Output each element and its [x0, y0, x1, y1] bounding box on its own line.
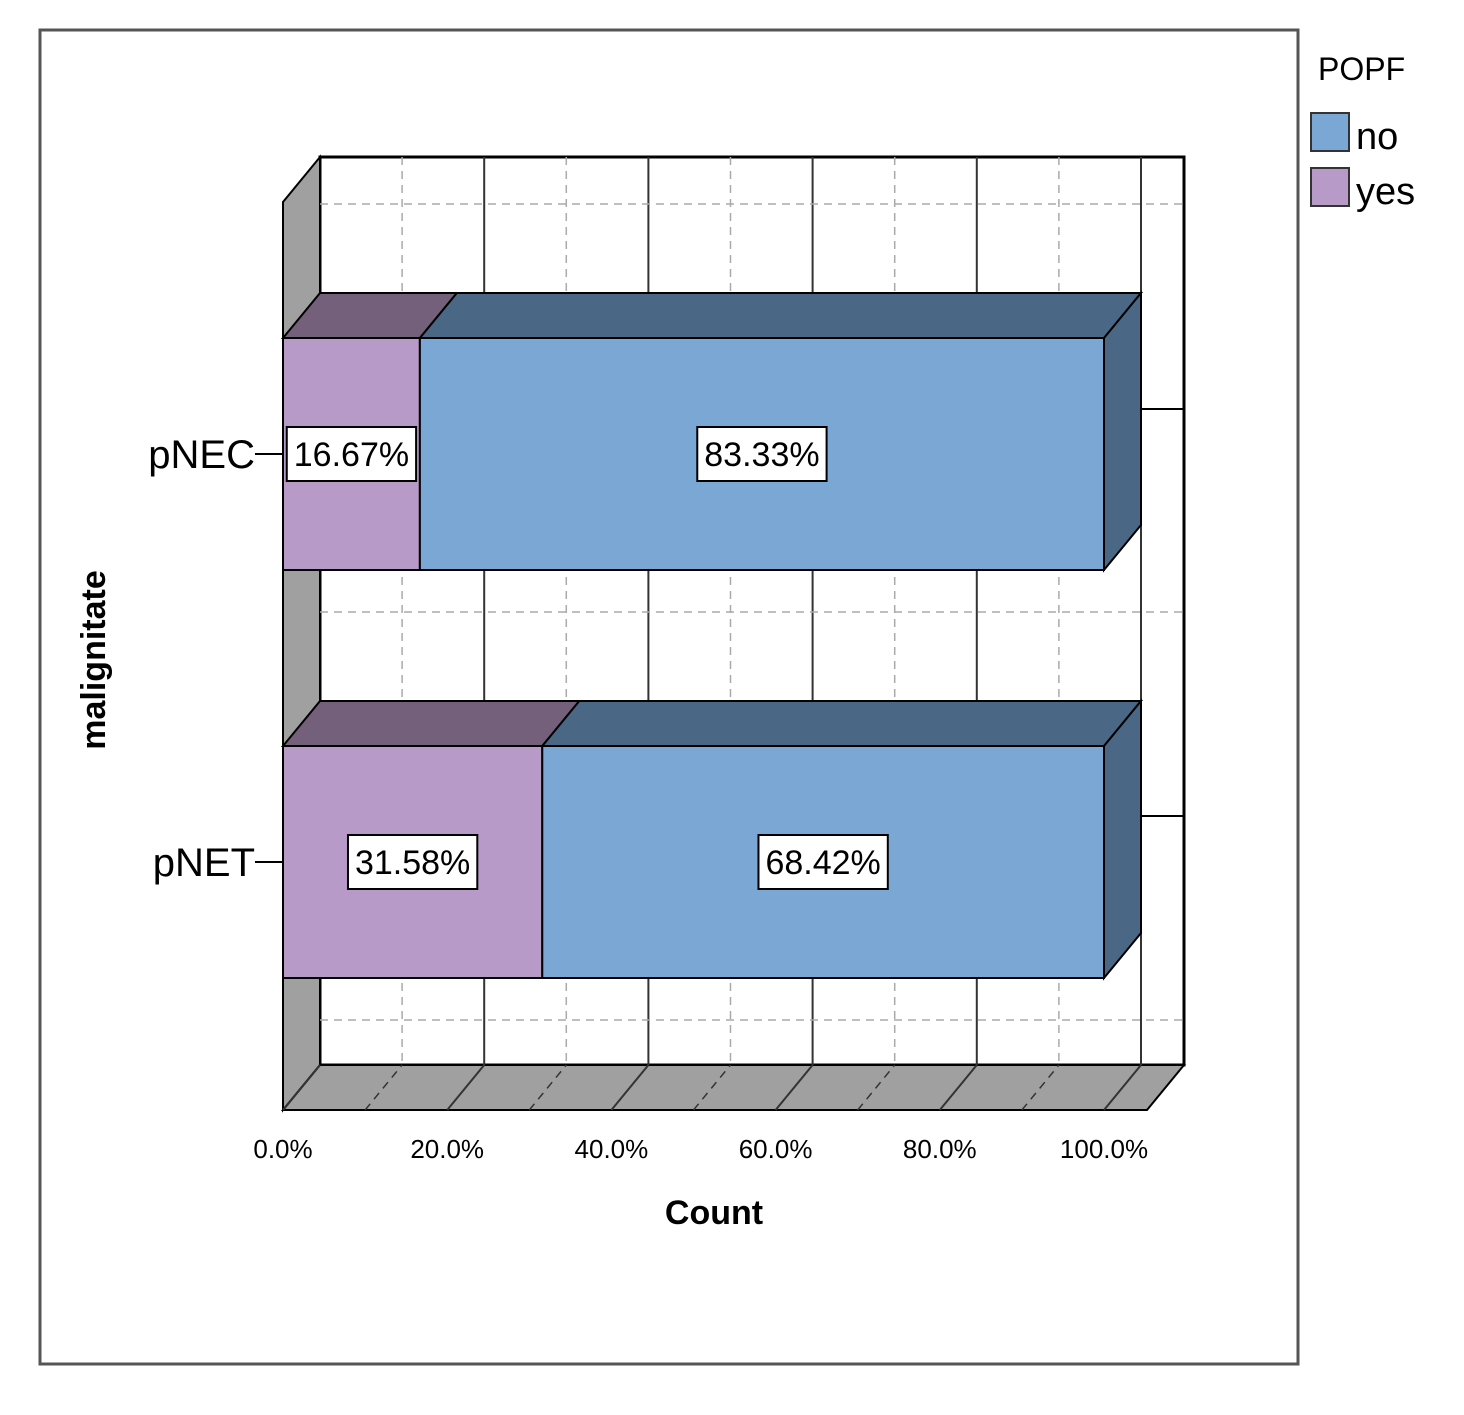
floor [280, 1064, 1187, 1111]
bar-top-no-pNET [540, 700, 1144, 747]
category-label-pNET: pNET [153, 841, 255, 885]
category-label-pNEC: pNEC [148, 433, 255, 477]
bar-side-no-pNEC [1103, 290, 1142, 573]
y-axis-title: malignitate [75, 570, 113, 749]
legend-swatch-yes [1310, 167, 1350, 207]
x-tick-label: 60.0% [739, 1134, 813, 1164]
bar-top-yes-pNET [280, 700, 582, 747]
bar-side-no-pNET [1103, 698, 1142, 981]
floor-line-major [939, 1064, 978, 1111]
floor-line-minor [1021, 1064, 1060, 1111]
x-tick-label: 20.0% [410, 1134, 484, 1164]
data-label-yes-pNEC: 16.67% [294, 436, 409, 474]
floor-line-minor [364, 1064, 403, 1111]
legend-label-no: no [1356, 116, 1398, 158]
floor-line-major [1103, 1064, 1142, 1111]
data-label-yes-pNET: 31.58% [355, 844, 470, 882]
legend-swatch-no [1310, 112, 1350, 152]
data-label-box-yes-pNEC [285, 426, 418, 482]
floor-line-major [282, 1064, 321, 1111]
bar-top-no-pNEC [417, 292, 1144, 339]
data-label-no-pNET: 68.42% [765, 844, 880, 882]
x-tick-label: 80.0% [903, 1134, 977, 1164]
legend-title: POPF [1318, 51, 1405, 87]
x-tick-label: 40.0% [575, 1134, 649, 1164]
chart-frame [38, 28, 1300, 1366]
legend-label-yes: yes [1356, 171, 1415, 213]
bars-layer: 16.67% 83.33% 31.58% 68.42% [280, 290, 1144, 981]
floor-line-major [774, 1064, 814, 1111]
floor-line-major [446, 1064, 485, 1111]
data-label-no-pNEC: 83.33% [704, 436, 819, 474]
floor-line-minor [692, 1064, 732, 1111]
floor-line-minor [857, 1064, 896, 1111]
floor-line-minor [528, 1064, 567, 1111]
floor-line-major [610, 1064, 650, 1111]
legend: POPF no yes [1310, 51, 1415, 213]
data-label-box-no-pNET [757, 834, 889, 890]
data-label-box-no-pNEC [696, 426, 828, 482]
data-label-box-yes-pNET [346, 834, 479, 890]
axis-layer: pNEC pNET 0.0% 20.0% 40.0% 60.0% 80.0% 100.0% [148, 433, 1148, 1164]
x-tick-label: 0.0% [253, 1134, 312, 1164]
x-axis-title: Count [665, 1194, 763, 1232]
x-tick-label: 100.0% [1060, 1134, 1148, 1164]
